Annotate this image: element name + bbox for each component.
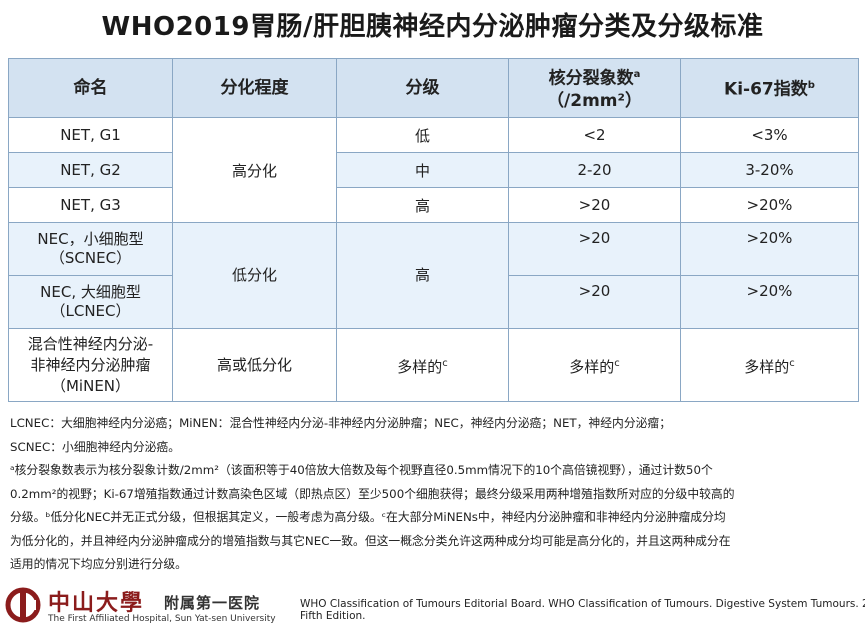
cell-mitotic: >20	[508, 187, 681, 223]
cell-mitotic: 多样的c	[508, 328, 681, 402]
footnote-line: 为低分化的，并且神经内分泌肿瘤成分的增殖指数与其它NEC一致。但这一概念分类允许…	[10, 533, 731, 548]
footnote-c-marker: c	[442, 357, 448, 369]
footnote-c-marker: c	[614, 357, 620, 369]
citation-line2: Fifth Edition.	[300, 610, 366, 622]
cell-name-line1: NEC, 大细胞型	[40, 283, 141, 301]
cell-mitotic: >20	[508, 222, 681, 276]
hospital-logo: 中山大學 附属第一医院 The First Affiliated Hospita…	[4, 584, 284, 628]
footnote-line: 0.2mm²的视野；Ki-67增殖指数通过计数高染色区域（即热点区）至少500个…	[10, 486, 735, 501]
cell-name: NET, G1	[8, 117, 173, 153]
cell-name-line1: NEC，小细胞型	[37, 230, 144, 248]
table-row: NET, G2 中 2-20 3-20%	[8, 152, 859, 188]
cell-ki67: >20%	[680, 187, 859, 223]
footnote-b-marker: b	[807, 80, 815, 92]
cell-name-line2: 非神经内分泌肿瘤	[30, 355, 151, 374]
cell-grade: 高	[336, 187, 509, 223]
cell-mitotic: 2-20	[508, 152, 681, 188]
cell-value: 多样的	[569, 357, 615, 376]
cell-diff: 高或低分化	[172, 328, 337, 402]
cell-ki67: >20%	[680, 275, 859, 329]
cell-name: NEC, 大细胞型 （LCNEC）	[8, 275, 173, 329]
header-grade: 分级	[336, 58, 509, 118]
header-diff: 分化程度	[172, 58, 337, 118]
cell-value: 多样的	[397, 357, 443, 376]
cell-grade: 低	[336, 117, 509, 153]
logo-english-name: The First Affiliated Hospital, Sun Yat-s…	[48, 614, 276, 624]
cell-ki67: >20%	[680, 222, 859, 276]
cell-grade: 多样的c	[336, 328, 509, 402]
cell-name: 混合性神经内分泌- 非神经内分泌肿瘤 （MiNEN）	[8, 328, 173, 402]
logo-chinese-name: 中山大學	[48, 590, 145, 616]
header-mitotic-label: 核分裂象数	[548, 68, 634, 89]
cell-well-differentiated: 高分化	[172, 117, 337, 223]
cell-name: NEC，小细胞型 （SCNEC）	[8, 222, 173, 276]
footnote-a-marker: a	[633, 69, 641, 81]
footnote-line: ᵃ核分裂象数表示为核分裂象计数/2mm²（该面积等于40倍放大倍数及每个视野直径…	[10, 463, 713, 477]
classification-table: 命名 分化程度 分级 核分裂象数a （/2mm²） Ki-67指数b NET, …	[8, 58, 859, 402]
citation-line1: WHO Classification of Tumours Editorial …	[300, 598, 865, 610]
table-row: NEC，小细胞型 （SCNEC） 低分化 高 >20 >20%	[8, 222, 859, 329]
table-row: NET, G1 高分化 低 <2 <3%	[8, 117, 859, 223]
cell-ki67: 多样的c	[680, 328, 859, 402]
cell-name-line3: （MiNEN）	[50, 376, 131, 395]
header-ki67-label: Ki-67指数	[724, 79, 808, 100]
cell-grade: 中	[336, 152, 509, 188]
footnote-line: SCNEC：小细胞神经内分泌癌。	[10, 439, 181, 454]
hospital-emblem-icon	[5, 587, 41, 623]
footnote-line: 适用的情况下均应分别进行分级。	[10, 557, 187, 571]
cell-grade-high: 高	[336, 222, 509, 329]
page-title: WHO2019胃肠/肝胆胰神经内分泌肿瘤分类及分级标准	[101, 12, 764, 42]
cell-name-line1: 混合性神经内分泌-	[27, 334, 154, 353]
footnote-line: LCNEC：大细胞神经内分泌癌；MiNEN：混合性神经内分泌-非神经内分泌肿瘤；…	[10, 416, 672, 430]
cell-ki67: 3-20%	[680, 152, 859, 188]
cell-value: 多样的	[744, 357, 790, 376]
footnotes: LCNEC：大细胞神经内分泌癌；MiNEN：混合性神经内分泌-非神经内分泌肿瘤；…	[10, 412, 855, 577]
footnote-line: 分级。ᵇ低分化NEC并无正式分级，但根据其定义，一般考虑为高分级。ᶜ在大部分Mi…	[10, 510, 726, 524]
cell-poorly-differentiated: 低分化	[172, 222, 337, 329]
header-ki67: Ki-67指数b	[680, 58, 859, 118]
cell-mitotic: >20	[508, 275, 681, 329]
logo-chinese-subtitle: 附属第一医院	[164, 594, 261, 612]
header-mitotic: 核分裂象数a （/2mm²）	[508, 58, 681, 118]
footnote-c-marker: c	[789, 357, 795, 369]
table-header-row: 命名 分化程度 分级 核分裂象数a （/2mm²） Ki-67指数b	[8, 58, 859, 118]
header-mitotic-unit: （/2mm²）	[547, 90, 642, 111]
cell-ki67: <3%	[680, 117, 859, 153]
table-row: NET, G3 高 >20 >20%	[8, 187, 859, 223]
header-name: 命名	[8, 58, 173, 118]
table-row: 混合性神经内分泌- 非神经内分泌肿瘤 （MiNEN） 高或低分化 多样的c 多样…	[8, 328, 859, 402]
cell-mitotic: <2	[508, 117, 681, 153]
cell-name: NET, G2	[8, 152, 173, 188]
cell-name: NET, G3	[8, 187, 173, 223]
cell-name-line2: （LCNEC）	[50, 302, 131, 320]
citation: WHO Classification of Tumours Editorial …	[300, 598, 865, 622]
cell-name-line2: （SCNEC）	[49, 249, 132, 267]
